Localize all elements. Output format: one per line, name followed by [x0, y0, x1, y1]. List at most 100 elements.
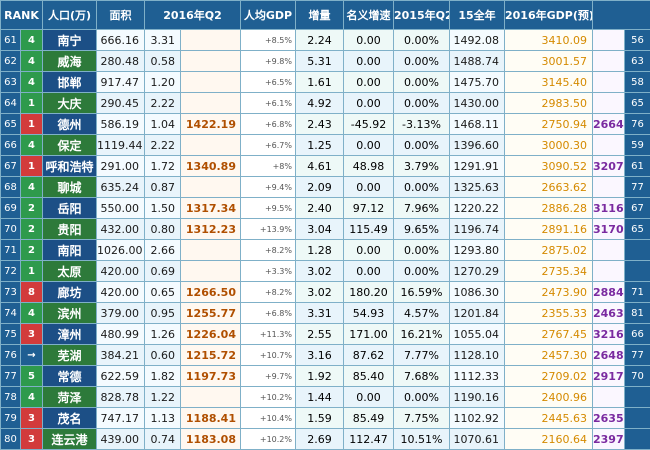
- population-cell: 280.48: [97, 51, 145, 72]
- area-cell: 0.58: [145, 51, 181, 72]
- rank-change-badge: 4: [21, 51, 43, 72]
- city-name: 呼和浩特: [43, 156, 97, 177]
- right-rank-cell: 63: [625, 51, 650, 72]
- increment-cell: 171.00: [344, 324, 394, 345]
- right-rank-cell: 66: [625, 324, 650, 345]
- rank-cell: 76: [1, 345, 21, 366]
- rank-cell: 78: [1, 387, 21, 408]
- city-name: 保定: [43, 135, 97, 156]
- nominal-growth-cell: 3.79%: [394, 156, 450, 177]
- gdp-2016-estimate-cell: [593, 135, 625, 156]
- right-rank-cell: [625, 261, 650, 282]
- gdp-2016-estimate-cell: 2463.07: [593, 303, 625, 324]
- column-header: 人口(万): [43, 1, 97, 30]
- q2-2016-cell: [181, 93, 241, 114]
- increment-cell: 0.00: [344, 93, 394, 114]
- area-cell: 3.31: [145, 30, 181, 51]
- q2-2015-cell: 1325.63: [450, 177, 505, 198]
- gdp-2016-estimate-cell: [593, 240, 625, 261]
- increment-cell: 97.12: [344, 198, 394, 219]
- per-capita-gdp-cell: 4.61: [296, 156, 344, 177]
- per-capita-gdp-cell: 1.28: [296, 240, 344, 261]
- increment-cell: 112.47: [344, 429, 394, 450]
- gdp-2016-estimate-cell: 3116.01: [593, 198, 625, 219]
- increment-cell: 0.00: [344, 72, 394, 93]
- right-rank-cell: [625, 387, 650, 408]
- gdp-2016-estimate-cell: 2917.01: [593, 366, 625, 387]
- full-year-2015-cell: 2473.90: [505, 282, 593, 303]
- rank-change-badge: 3: [21, 429, 43, 450]
- population-cell: 635.24: [97, 177, 145, 198]
- city-name: 南宁: [43, 30, 97, 51]
- q2-2016-cell: 1255.77: [181, 303, 241, 324]
- gdp-2016-estimate-cell: 2635.29: [593, 408, 625, 429]
- nominal-growth-cell: 0.00%: [394, 51, 450, 72]
- per-capita-gdp-cell: 4.92: [296, 93, 344, 114]
- rank-cell: 64: [1, 93, 21, 114]
- rank-change-badge: 5: [21, 366, 43, 387]
- per-capita-gdp-cell: 3.02: [296, 261, 344, 282]
- rank-change-badge: 1: [21, 261, 43, 282]
- right-rank-cell: 56: [625, 30, 650, 51]
- population-cell: 550.00: [97, 198, 145, 219]
- rank-change-badge: 2: [21, 198, 43, 219]
- area-cell: 1.04: [145, 114, 181, 135]
- growth-pct-cell: +10.2%: [241, 429, 296, 450]
- city-name: 南阳: [43, 240, 97, 261]
- q2-2015-cell: 1270.29: [450, 261, 505, 282]
- column-header: [593, 1, 650, 30]
- full-year-2015-cell: 2709.02: [505, 366, 593, 387]
- right-rank-cell: [625, 429, 650, 450]
- growth-pct-cell: +6.1%: [241, 93, 296, 114]
- right-rank-cell: 70: [625, 366, 650, 387]
- population-cell: 828.78: [97, 387, 145, 408]
- growth-pct-cell: +9.8%: [241, 51, 296, 72]
- population-cell: 622.59: [97, 366, 145, 387]
- growth-pct-cell: +6.8%: [241, 303, 296, 324]
- city-name: 太原: [43, 261, 97, 282]
- per-capita-gdp-cell: 2.09: [296, 177, 344, 198]
- full-year-2015-cell: 2400.96: [505, 387, 593, 408]
- area-cell: 0.87: [145, 177, 181, 198]
- growth-pct-cell: +10.7%: [241, 345, 296, 366]
- q2-2016-cell: 1226.04: [181, 324, 241, 345]
- right-rank-cell: 65: [625, 93, 650, 114]
- column-header: 15全年: [450, 1, 505, 30]
- full-year-2015-cell: 2891.16: [505, 219, 593, 240]
- nominal-growth-cell: -3.13%: [394, 114, 450, 135]
- q2-2015-cell: 1102.92: [450, 408, 505, 429]
- rank-change-badge: 3: [21, 408, 43, 429]
- q2-2016-cell: [181, 72, 241, 93]
- right-rank-cell: 77: [625, 345, 650, 366]
- full-year-2015-cell: 2983.50: [505, 93, 593, 114]
- increment-cell: 0.00: [344, 387, 394, 408]
- nominal-growth-cell: 0.00%: [394, 240, 450, 261]
- per-capita-gdp-cell: 2.24: [296, 30, 344, 51]
- right-rank-cell: 71: [625, 282, 650, 303]
- area-cell: 0.69: [145, 261, 181, 282]
- q2-2015-cell: 1196.74: [450, 219, 505, 240]
- right-rank-cell: 59: [625, 135, 650, 156]
- q2-2016-cell: [181, 240, 241, 261]
- rank-change-badge: 4: [21, 177, 43, 198]
- per-capita-gdp-cell: 2.43: [296, 114, 344, 135]
- rank-change-badge: 3: [21, 324, 43, 345]
- population-cell: 420.00: [97, 261, 145, 282]
- column-header: 2016年GDP(预): [505, 1, 593, 30]
- right-rank-cell: 67: [625, 198, 650, 219]
- column-header: 面积: [97, 1, 145, 30]
- per-capita-gdp-cell: 2.40: [296, 198, 344, 219]
- rank-cell: 66: [1, 135, 21, 156]
- growth-pct-cell: +9.5%: [241, 198, 296, 219]
- increment-cell: 115.49: [344, 219, 394, 240]
- rank-change-badge: 1: [21, 93, 43, 114]
- column-header: 2016年Q2: [145, 1, 241, 30]
- population-cell: 1119.44: [97, 135, 145, 156]
- area-cell: 1.13: [145, 408, 181, 429]
- q2-2016-cell: 1312.23: [181, 219, 241, 240]
